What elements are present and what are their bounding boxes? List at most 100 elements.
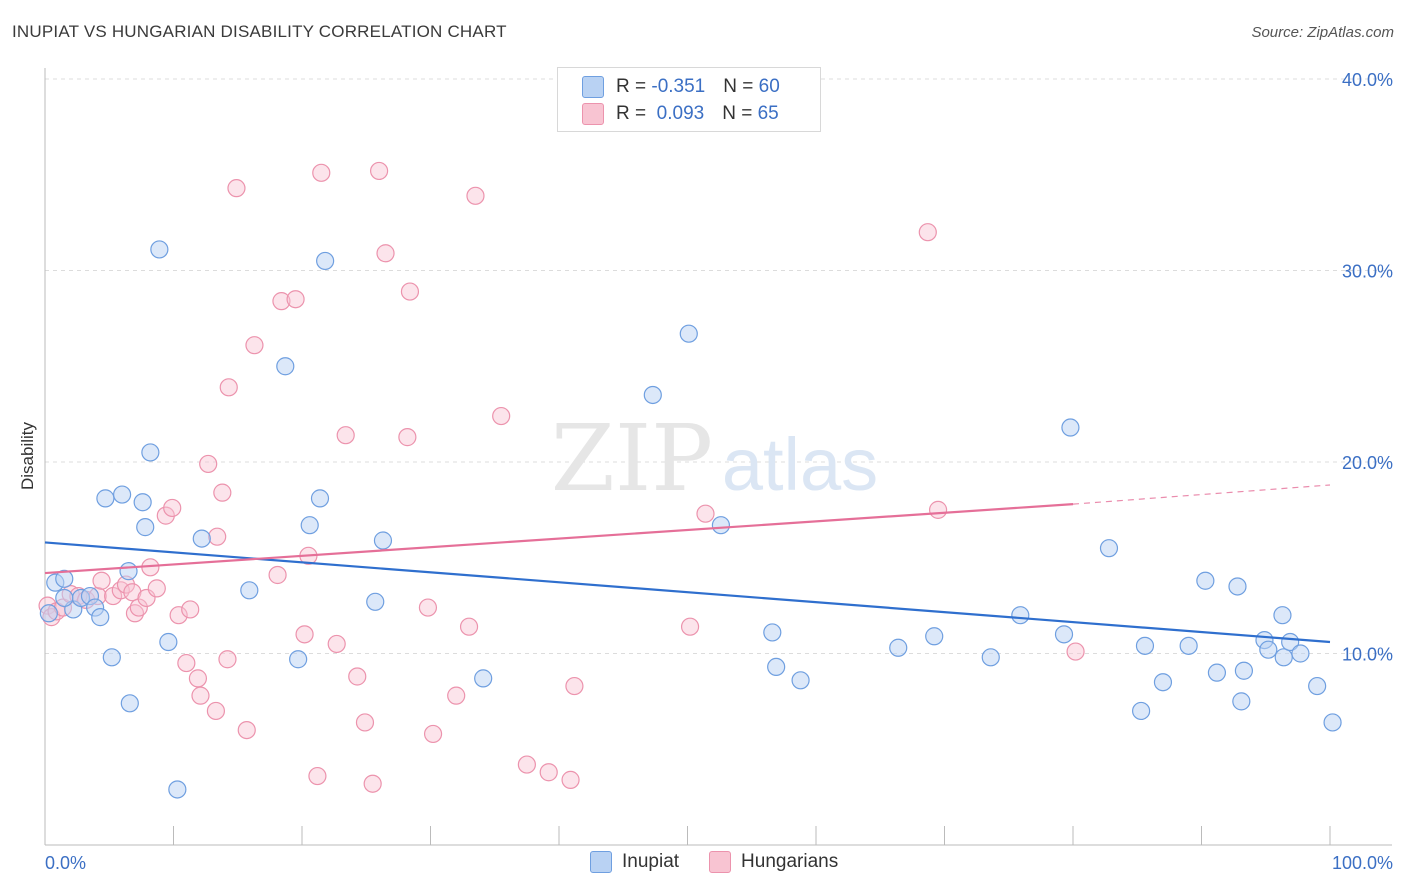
legend-row-inupiat: R = -0.351 N = 60	[582, 75, 780, 99]
inupiat-point	[316, 251, 335, 271]
inupiat-point	[1153, 673, 1173, 692]
hungarians-point	[459, 617, 479, 636]
inupiat-point	[474, 669, 493, 688]
inupiat-point	[91, 608, 110, 627]
hungarians-swatch	[582, 103, 604, 125]
inupiat-point	[310, 489, 330, 508]
hungarians-point	[206, 701, 226, 721]
hungarians-point	[129, 598, 148, 617]
hungarians-point	[295, 625, 314, 644]
hungarians-point	[169, 606, 188, 625]
inupiat-point	[55, 569, 74, 588]
inupiat-point	[889, 638, 908, 657]
legend-n-value: 65	[757, 103, 779, 124]
hungarians-point	[286, 290, 305, 309]
hungarians-point	[177, 653, 196, 673]
hungarians-point	[327, 634, 346, 654]
hungarians-point	[561, 770, 580, 789]
inupiat-point	[119, 562, 138, 581]
hungarians-point	[565, 676, 584, 696]
inupiat-point	[791, 671, 810, 690]
source-label: Source: ZipAtlas.com	[1251, 24, 1394, 41]
inupiat-point	[1228, 577, 1247, 596]
hungarians-point	[191, 686, 210, 705]
correlation-legend: R = -0.351 N = 60 R = 0.093 N = 65	[557, 67, 821, 132]
y-tick-label: 20.0%	[1342, 453, 1393, 473]
inupiat-point	[1132, 701, 1151, 721]
hungarians-point	[696, 504, 715, 523]
inupiat-point	[1054, 625, 1074, 644]
legend-row-hungarians: R = 0.093 N = 65	[582, 102, 779, 126]
hungarians-point	[423, 724, 443, 744]
legend-r-label: R =	[616, 76, 652, 97]
hungarians-point	[163, 498, 182, 518]
inupiat-point	[981, 648, 1000, 667]
legend-item-hungarians[interactable]: Hungarians	[709, 851, 838, 873]
inupiat-point	[1207, 663, 1227, 682]
y-tick-label: 40.0%	[1342, 70, 1393, 90]
legend-label-hungarians: Hungarians	[741, 851, 839, 872]
hungarians-point	[237, 720, 256, 740]
inupiat-point	[96, 489, 115, 508]
watermark-zip: ZIP	[551, 405, 713, 512]
hungarians-point	[181, 600, 200, 619]
hungarians-point	[680, 617, 700, 636]
hungarians-point	[517, 755, 536, 774]
hungarians-point	[492, 406, 511, 426]
inupiat-point	[192, 529, 211, 548]
axes	[44, 68, 1392, 846]
hungarians-trend-extension	[1072, 484, 1331, 505]
inupiat-point	[1291, 644, 1310, 663]
hungarians-point	[208, 527, 227, 546]
x-tick-label: 0.0%	[45, 853, 86, 873]
hungarians-point	[219, 378, 238, 397]
hungarians-point	[370, 161, 389, 181]
inupiat-point	[1135, 636, 1155, 655]
hungarians-point	[218, 650, 237, 669]
inupiat-point	[168, 780, 187, 799]
inupiat-point	[136, 518, 155, 537]
hungarians-point	[245, 336, 264, 355]
inupiat-point	[711, 516, 731, 535]
inupiat-point	[1259, 640, 1278, 659]
inupiat-point	[1061, 418, 1080, 437]
hungarians-point	[268, 565, 287, 585]
inupiat-point	[1099, 539, 1119, 558]
grid-lines	[45, 78, 1392, 654]
hungarians-point	[188, 669, 208, 688]
inupiat-point	[240, 581, 259, 600]
inupiat-point	[1273, 606, 1292, 625]
inupiat-point	[276, 357, 295, 376]
hungarians-point	[213, 483, 232, 502]
inupiat-point	[679, 324, 698, 343]
legend-label-inupiat: Inupiat	[622, 851, 680, 872]
inupiat-point	[120, 694, 139, 713]
hungarians-point	[336, 426, 355, 445]
inupiat-point	[112, 485, 132, 504]
inupiat-point	[1323, 713, 1342, 732]
legend-item-inupiat[interactable]: Inupiat	[590, 851, 679, 873]
hungarians-point	[376, 244, 395, 263]
hungarians-trend-line	[44, 503, 1074, 575]
hungarians-point	[400, 282, 420, 301]
inupiat-point	[102, 648, 121, 667]
hungarians-point	[539, 763, 558, 782]
tick-labels: 10.0% 20.0% 30.0% 40.0% 0.0% 100.0%	[45, 70, 1393, 873]
hungarians-point	[466, 186, 485, 205]
inupiat-point	[1308, 676, 1327, 696]
inupiat-point	[133, 493, 152, 512]
hungarians-point	[227, 179, 246, 198]
inupiat-point	[1232, 692, 1251, 711]
hungarians-point	[355, 713, 375, 732]
inupiat-point	[55, 588, 74, 608]
hungarians-point	[199, 454, 218, 474]
inupiat-point	[643, 385, 662, 405]
y-tick-label: 10.0%	[1342, 645, 1393, 665]
series-legend: Inupiat Hungarians	[590, 851, 868, 873]
inupiat-point	[366, 592, 385, 611]
hungarians-point	[308, 766, 327, 786]
inupiat-point	[763, 623, 782, 642]
hungarians-point	[363, 774, 382, 793]
inupiat-point	[925, 627, 944, 646]
